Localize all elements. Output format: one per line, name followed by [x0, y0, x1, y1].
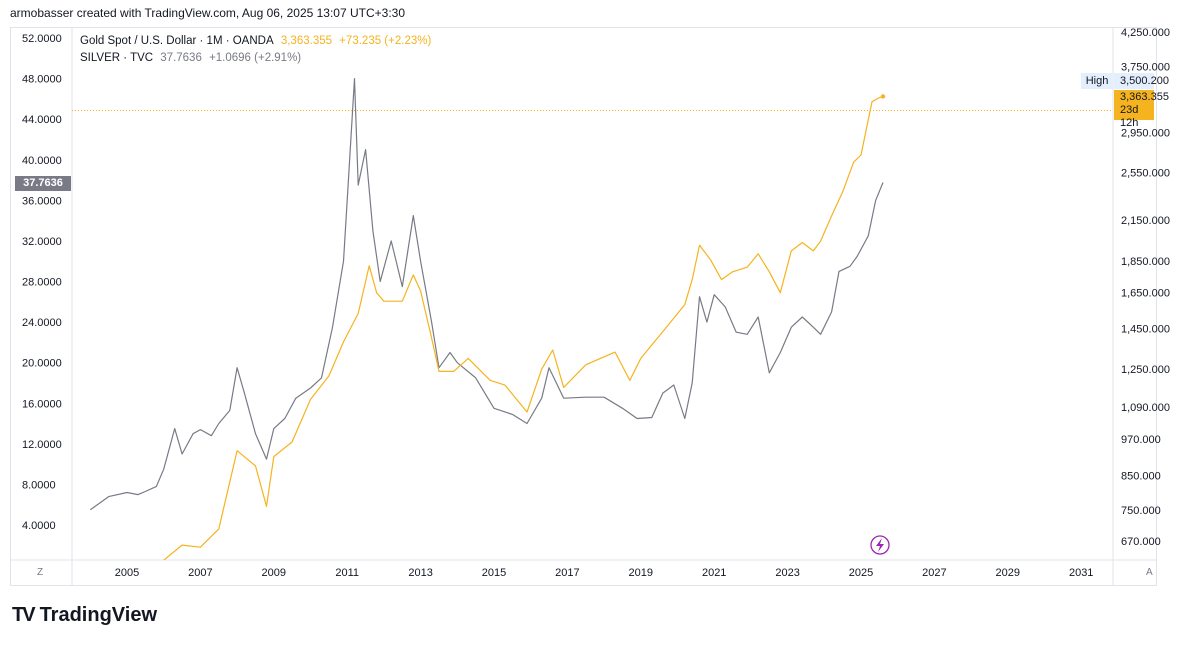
left-axis-tick-label: 16.0000 — [22, 398, 62, 410]
right-axis-tick-label: 670.000 — [1121, 536, 1161, 548]
right-axis-tick-label: 2,950.000 — [1121, 128, 1170, 140]
time-axis-tick-label: 2009 — [262, 567, 286, 579]
series-lines — [72, 77, 1113, 561]
gold-price-tag: 3,363.355 23d 12h — [1114, 90, 1169, 129]
log-scale-left-button[interactable]: Z — [37, 567, 44, 578]
right-axis[interactable]: 670.000 750.000 850.000 970.000 1,090.000 1,2… — [1121, 27, 1170, 548]
chart-attribution: armobasser created with TradingView.com,… — [10, 6, 406, 20]
time-axis-tick-label: 2005 — [115, 567, 139, 579]
high-label-tag: High — [1081, 73, 1113, 89]
right-axis-tick-label: 1,850.000 — [1121, 256, 1170, 268]
right-axis-tick-label: 850.000 — [1121, 470, 1161, 482]
high-value-tag: 3,500.200 — [1114, 73, 1169, 89]
time-axis-tick-label: 2017 — [555, 567, 579, 579]
right-axis-tick-label: 1,450.000 — [1121, 323, 1170, 335]
left-axis-tick-label: 52.0000 — [22, 33, 62, 45]
left-axis-tick-label: 36.0000 — [22, 195, 62, 207]
time-axis-tick-label: 2013 — [408, 567, 432, 579]
silver-price-tag: 37.7636 — [15, 176, 71, 191]
silver-series-line[interactable] — [89, 77, 884, 511]
left-axis-tick-label: 20.0000 — [22, 358, 62, 370]
left-axis-tick-label: 48.0000 — [22, 74, 62, 86]
right-axis-tick-label: 970.000 — [1121, 434, 1161, 446]
left-axis-tick-label: 28.0000 — [22, 277, 62, 289]
right-axis-tick-label: 2,150.000 — [1121, 215, 1170, 227]
left-axis-tick-label: 32.0000 — [22, 236, 62, 248]
time-axis[interactable]: 2005 2007 2009 2011 2013 2015 2017 2019 2021 2023… — [115, 567, 1094, 579]
time-axis-tick-label: 2007 — [188, 567, 212, 579]
tradingview-logo[interactable]: TV TradingView — [12, 604, 157, 627]
left-axis-tick-label: 8.0000 — [22, 479, 56, 491]
legend-silver-change: +1.0696 (+2.91%) — [209, 52, 302, 64]
left-axis-tick-label: 4.0000 — [22, 520, 56, 532]
legend-gold[interactable]: Gold Spot / U.S. Dollar · 1M · OANDA 3,3… — [80, 35, 435, 47]
legend-silver[interactable]: SILVER · TVC 37.7636 +1.0696 (+2.91%) — [80, 52, 305, 64]
right-axis-tick-label: 750.000 — [1121, 505, 1161, 517]
right-axis-tick-label: 1,650.000 — [1121, 288, 1170, 300]
time-axis-tick-label: 2021 — [702, 567, 726, 579]
gold-countdown: 23d 12h — [1120, 104, 1139, 129]
legend-gold-change: +73.235 (+2.23%) — [339, 35, 432, 47]
time-axis-tick-label: 2027 — [922, 567, 946, 579]
time-axis-tick-label: 2015 — [482, 567, 506, 579]
right-axis-tick-label: 1,090.000 — [1121, 402, 1170, 414]
legend-gold-symbol: Gold Spot / U.S. Dollar · 1M · OANDA — [80, 35, 274, 47]
time-axis-tick-label: 2029 — [996, 567, 1020, 579]
tradingview-logo-mark: TV — [12, 604, 36, 626]
legend-gold-price: 3,363.355 — [280, 35, 333, 47]
gold-last-point — [880, 94, 886, 99]
left-axis-tick-label: 44.0000 — [22, 114, 62, 126]
time-axis-tick-label: 2011 — [335, 567, 359, 579]
left-axis-tick-label: 12.0000 — [22, 439, 62, 451]
legend-silver-symbol: SILVER · TVC — [80, 52, 154, 64]
left-axis: 4.0000 8.0000 12.0000 16.0000 20.0000 24.0000… — [22, 33, 62, 532]
time-axis-tick-label: 2025 — [849, 567, 873, 579]
right-axis-tick-label: 4,250.000 — [1121, 27, 1170, 39]
chart-frame — [10, 27, 1157, 586]
time-axis-tick-label: 2023 — [775, 567, 799, 579]
left-axis-tick-label: 24.0000 — [22, 317, 62, 329]
auto-scale-button[interactable]: A — [1146, 567, 1153, 578]
time-axis-tick-label: 2019 — [629, 567, 653, 579]
time-axis-tick-label: 2031 — [1069, 567, 1093, 579]
legend-silver-price: 37.7636 — [160, 52, 202, 64]
right-axis-tick-label: 2,550.000 — [1121, 168, 1170, 180]
tradingview-wordmark: TradingView — [39, 604, 158, 626]
gold-price-value: 3,363.355 — [1120, 91, 1169, 103]
left-axis-tick-label: 40.0000 — [22, 155, 62, 167]
gold-series-line[interactable] — [163, 95, 884, 561]
right-axis-tick-label: 3,750.000 — [1121, 61, 1170, 73]
lightning-icon[interactable] — [870, 535, 890, 555]
right-axis-tick-label: 1,250.000 — [1121, 364, 1170, 376]
